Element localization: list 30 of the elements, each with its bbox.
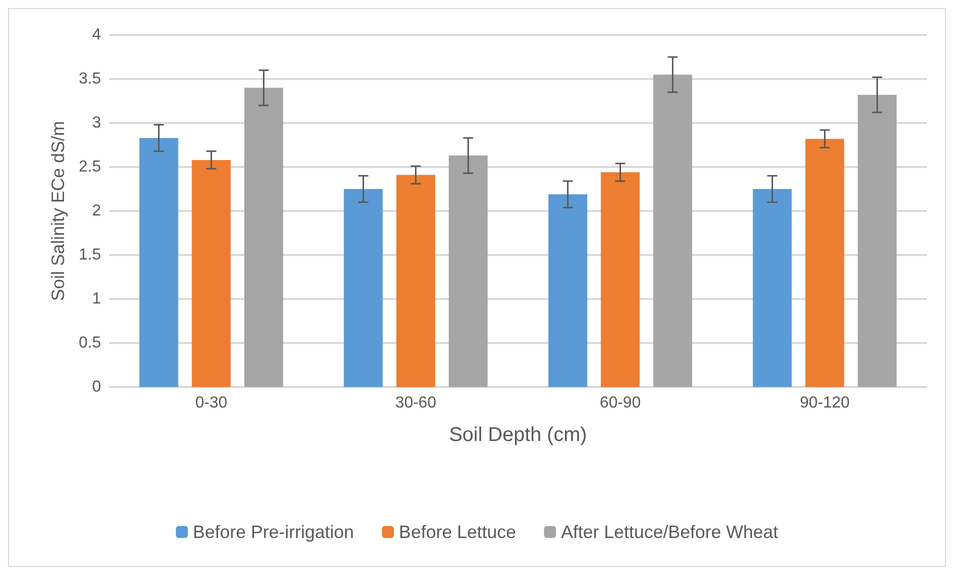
y-tick-label: 2	[92, 202, 102, 220]
x-tick-label: 90-120	[800, 394, 850, 412]
legend-label: After Lettuce/Before Wheat	[561, 522, 778, 542]
bar	[139, 138, 178, 387]
y-tick-label: 1.5	[78, 246, 102, 264]
y-axis-title: Soil Salinity ECe dS/m	[48, 120, 68, 302]
y-tick-label: 0	[92, 378, 102, 396]
y-tick-label: 2.5	[78, 158, 102, 176]
bar	[752, 189, 792, 387]
x-tick-label: 0-30	[195, 394, 228, 412]
x-axis-title: Soil Depth (cm)	[449, 424, 587, 446]
bar	[600, 172, 640, 387]
bar	[548, 194, 588, 387]
bar	[192, 160, 231, 387]
y-tick-label: 1	[92, 290, 102, 308]
y-tick-label: 3.5	[78, 70, 102, 88]
bar	[653, 74, 692, 387]
legend-label: Before Pre-irrigation	[192, 522, 354, 542]
bar	[396, 174, 436, 387]
bar	[805, 138, 844, 387]
bar	[448, 156, 488, 387]
bar	[244, 88, 284, 387]
y-tick-label: 3	[92, 114, 102, 132]
x-tick-label: 60-90	[600, 394, 641, 412]
bar	[344, 189, 383, 387]
y-tick-label: 0.5	[78, 334, 102, 352]
x-tick-label: 30-60	[395, 394, 436, 412]
y-tick-label: 4	[92, 26, 102, 44]
bar	[858, 94, 897, 387]
legend-label: Before Lettuce	[398, 522, 516, 542]
